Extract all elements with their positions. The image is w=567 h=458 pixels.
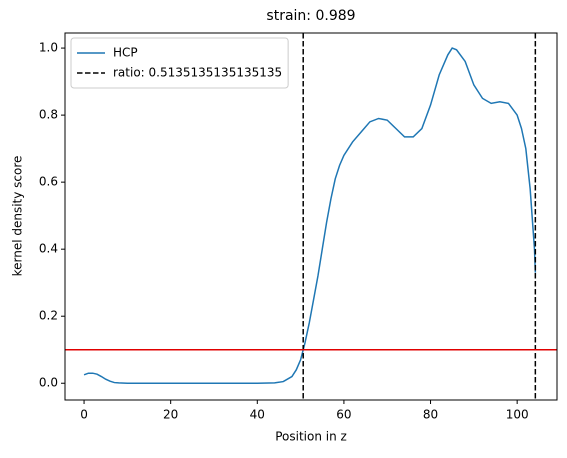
x-tick-label: 100 xyxy=(506,408,529,422)
x-axis-label: Position in z xyxy=(275,430,347,444)
x-tick-label: 20 xyxy=(163,408,178,422)
y-tick-label: 1.0 xyxy=(39,41,58,55)
x-tick-label: 40 xyxy=(250,408,265,422)
y-tick-label: 0.8 xyxy=(39,108,58,122)
legend-label: ratio: 0.5135135135135135 xyxy=(113,66,282,80)
y-tick-label: 0.6 xyxy=(39,175,58,189)
y-tick-label: 0.4 xyxy=(39,242,58,256)
legend-box xyxy=(70,37,289,89)
x-tick-label: 0 xyxy=(80,408,88,422)
chart-title: strain: 0.989 xyxy=(266,8,355,24)
y-tick-label: 0.0 xyxy=(39,376,58,390)
x-tick-label: 60 xyxy=(336,408,351,422)
x-tick-label: 80 xyxy=(423,408,438,422)
y-axis-label: kernel density score xyxy=(11,156,25,277)
plot-frame xyxy=(64,32,558,401)
legend-label: HCP xyxy=(113,46,138,60)
y-tick-label: 0.2 xyxy=(39,309,58,323)
data-line xyxy=(83,47,537,384)
